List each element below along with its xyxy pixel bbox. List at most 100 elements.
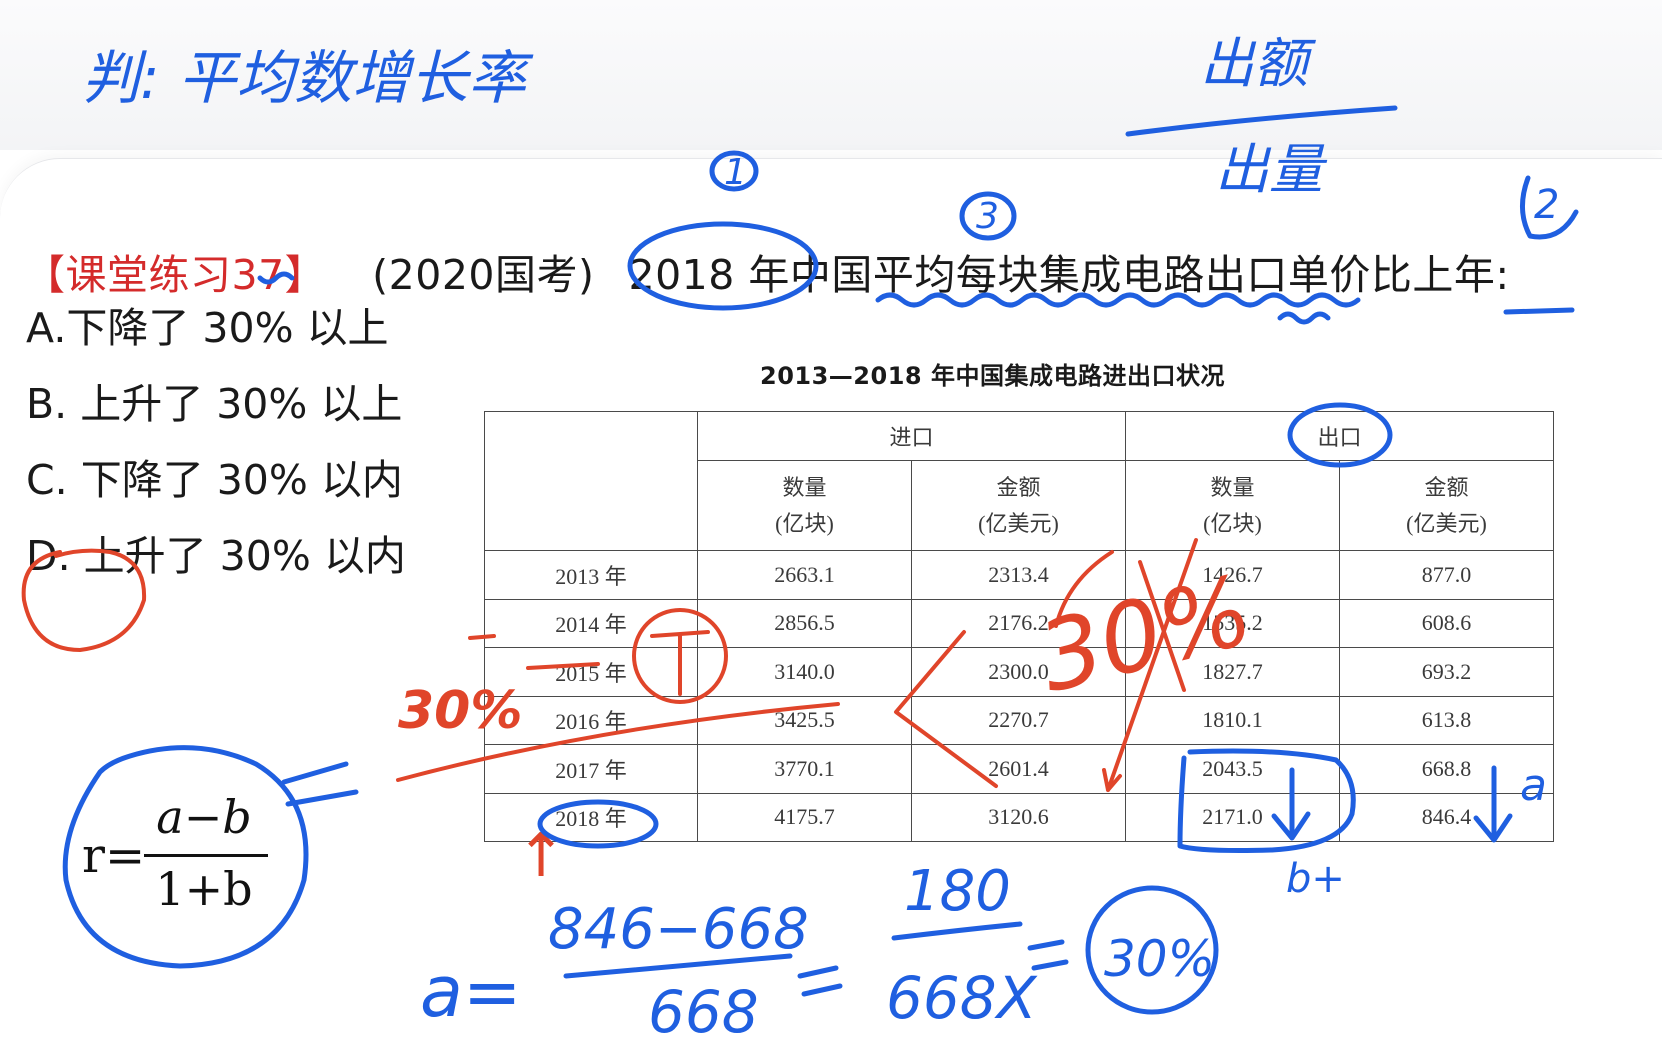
tag-number-underline <box>257 271 295 285</box>
subheader-unit: (亿块) <box>1203 510 1262 536</box>
table-row: 2017 年 3770.1 2601.4 2043.5 668.8 <box>484 744 1554 794</box>
subheader-unit: (亿美元) <box>1406 510 1487 536</box>
label-a: a <box>1520 760 1547 811</box>
subheader-cell: 金额 (亿美元) <box>1339 460 1554 551</box>
note-denominator: 出量 <box>1215 138 1328 201</box>
formula-denominator: 1+b <box>155 862 253 916</box>
year-cell: 2017 年 <box>484 744 698 794</box>
option-b[interactable]: B. 上升了 30% 以上 <box>26 380 403 428</box>
formula-fraction-bar <box>144 854 268 857</box>
calc-denominator: 668 <box>648 978 759 1046</box>
arrow-down-amount <box>1473 765 1513 843</box>
value-cell: 4175.7 <box>697 792 912 842</box>
exam-source: (2020国考) <box>372 251 595 299</box>
table-row: 2013 年 2663.1 2313.4 1426.7 877.0 <box>484 550 1554 600</box>
year-cell: 2014 年 <box>484 598 698 648</box>
value-cell: 2270.7 <box>911 695 1126 745</box>
circle-2018-row <box>537 799 659 849</box>
note-top-left: 判: 平均数增长率 <box>82 44 534 112</box>
calc-equals-1 <box>797 965 843 997</box>
table-row: 2018 年 4175.7 3120.6 2171.0 846.4 <box>484 792 1554 842</box>
value-cell: 693.2 <box>1339 647 1554 697</box>
calc-numerator-2: 180 <box>904 859 1011 924</box>
year-cell: 2018 年 <box>484 792 698 842</box>
circle-export-header <box>1287 402 1393 468</box>
year-cell: 2013 年 <box>484 550 698 600</box>
value-cell: 3120.6 <box>911 792 1126 842</box>
top-annotation-strip <box>0 0 1662 150</box>
label-b: b+ <box>1286 856 1345 902</box>
value-cell: 613.8 <box>1339 695 1554 745</box>
subheader-cell: 数量 (亿块) <box>697 460 912 551</box>
red-30-percent: 30% <box>398 681 522 741</box>
value-cell: 608.6 <box>1339 598 1554 648</box>
option-c[interactable]: C. 下降了 30% 以内 <box>26 456 403 504</box>
table-title: 2013—2018 年中国集成电路进出口状况 <box>760 362 1225 390</box>
value-cell: 668.8 <box>1339 744 1554 794</box>
export-quantity-box <box>1177 748 1356 853</box>
table-subheader-row: 数量 (亿块) 金额 (亿美元) 数量 (亿块) 金额 (亿美元) <box>485 460 1554 551</box>
subheader-name: 数量 <box>782 474 827 500</box>
calc-equals-2 <box>1027 939 1069 971</box>
red-arc <box>1054 550 1114 628</box>
red-minus-mark <box>468 634 496 640</box>
equals-sign <box>281 761 359 807</box>
calc-lhs: a= <box>420 951 522 1033</box>
table-row: 2014 年 2856.5 2176.2 1535.2 608.6 <box>484 598 1554 648</box>
value-cell: 2601.4 <box>911 744 1126 794</box>
formula-circle <box>62 745 309 969</box>
calc-denominator-2: 668X <box>886 964 1038 1032</box>
answer-d-circle <box>21 548 147 652</box>
subheader-name: 金额 <box>1424 474 1469 500</box>
header-export: 出口 <box>1125 411 1554 461</box>
growth-rate-formula: r= a−b 1+b <box>82 790 272 930</box>
red-less-than <box>894 630 998 788</box>
step-mark-3: 3 <box>976 196 999 237</box>
import-export-table: 进口 出口 数量 (亿块) 金额 (亿美元) 数量 (亿块) 金额 (亿美元) 2013… <box>484 411 1554 842</box>
question-text: 2018 年中国平均每块集成电路出口单价比上年: <box>628 251 1510 299</box>
red-strike-2015 <box>526 662 600 670</box>
step-mark-1: 1 <box>724 152 747 193</box>
year-cell: 2015 年 <box>484 647 698 697</box>
formula-numerator: a−b <box>156 790 252 844</box>
step-mark-2: 2 <box>1534 182 1559 228</box>
red-long-stroke <box>396 702 840 782</box>
header-import: 进口 <box>697 411 1126 461</box>
corner-cell <box>484 411 698 551</box>
value-cell: 1426.7 <box>1125 550 1340 600</box>
formula-lhs: r= <box>82 828 146 884</box>
value-cell: 2856.5 <box>697 598 912 648</box>
value-cell: 846.4 <box>1339 792 1554 842</box>
last-year-underline <box>1503 307 1575 315</box>
step-mark-1-circle <box>709 150 759 192</box>
calc-result-circle <box>1085 885 1219 1015</box>
red-up-circle <box>632 608 728 704</box>
value-cell: 3140.0 <box>697 647 912 697</box>
value-cell: 877.0 <box>1339 550 1554 600</box>
unit-price-underline <box>1277 311 1331 325</box>
option-a[interactable]: A.下降了 30% 以上 <box>26 304 389 352</box>
subheader-name: 数量 <box>1210 474 1255 500</box>
circle-2018 <box>627 221 819 311</box>
subheader-cell: 数量 (亿块) <box>1125 460 1340 551</box>
step-mark-3-circle <box>959 191 1017 241</box>
subheader-name: 金额 <box>996 474 1041 500</box>
step-mark-2-bracket <box>1520 175 1579 240</box>
stem-wavy-underline <box>875 292 1361 308</box>
option-d[interactable]: D. 上升了 30% 以内 <box>26 532 406 580</box>
subheader-unit: (亿块) <box>775 510 834 536</box>
subheader-unit: (亿美元) <box>978 510 1059 536</box>
red-arrow-down <box>1102 538 1198 792</box>
value-cell: 3770.1 <box>697 744 912 794</box>
red-t-mark <box>650 630 710 696</box>
table-row: 2015 年 3140.0 2300.0 1827.7 693.2 <box>484 647 1554 697</box>
exercise-tag: 【课堂练习37】 <box>24 251 327 299</box>
calc-numerator: 846−668 <box>548 897 809 962</box>
table-header-row: 进口 出口 <box>484 411 1554 551</box>
value-cell: 1827.7 <box>1125 647 1340 697</box>
table-row: 2016 年 3425.5 2270.7 1810.1 613.8 <box>484 695 1554 745</box>
calc-result: 30% <box>1104 930 1215 988</box>
question-stem: 【课堂练习37】 (2020国考) 2018 年中国平均每块集成电路出口单价比上… <box>24 236 1510 306</box>
calc-fraction-bar <box>563 953 793 979</box>
